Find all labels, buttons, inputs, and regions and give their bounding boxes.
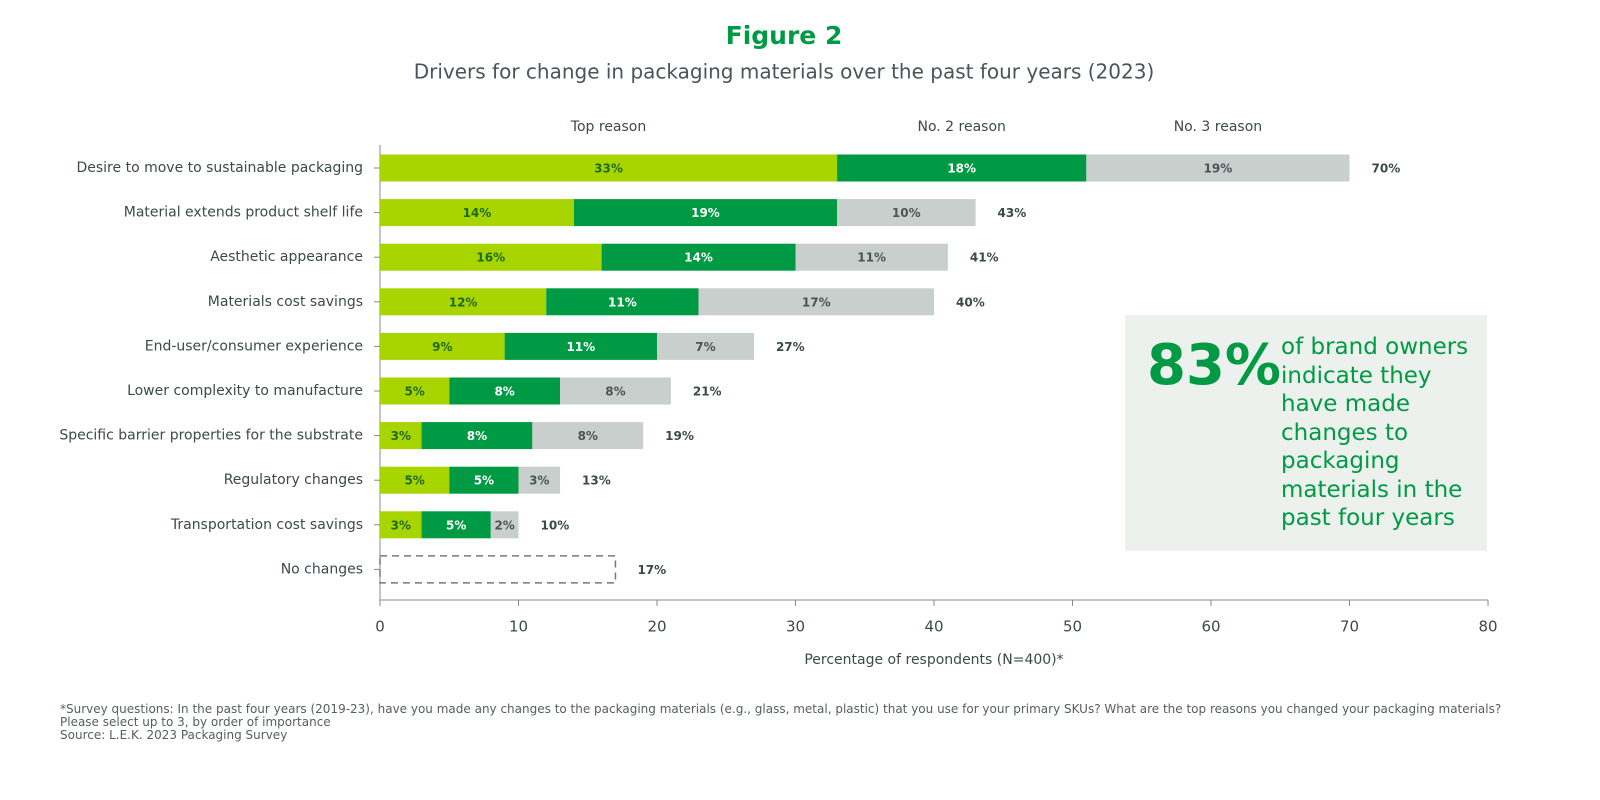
bar-value-label: 3% (529, 474, 549, 488)
total-label: 43% (998, 206, 1027, 220)
chart-title: Figure 2 (726, 21, 843, 50)
y-tick-label: Desire to move to sustainable packaging (76, 160, 363, 176)
bar-segment (657, 332, 754, 360)
x-tick-label: 50 (1063, 618, 1082, 636)
bar-value-label: 3% (391, 518, 411, 532)
bar-value-label: 9% (432, 340, 452, 354)
bar-segment (560, 377, 671, 405)
total-label: 40% (956, 295, 985, 309)
x-axis-title: Percentage of respondents (N=400)* (804, 652, 1063, 668)
x-tick-label: 10 (509, 618, 528, 636)
footnote: *Survey questions: In the past four year… (60, 702, 1502, 729)
y-tick-label: Materials cost savings (208, 294, 363, 310)
bar-segment (380, 288, 547, 316)
bar-value-label: 14% (463, 206, 492, 220)
bar-value-label: 33% (594, 162, 623, 176)
bar-segment (518, 466, 561, 494)
footnotes: *Survey questions: In the past four year… (60, 703, 1520, 742)
bar-value-label: 2% (494, 518, 514, 532)
y-tick-label: Transportation cost savings (170, 517, 363, 533)
y-tick-label: Specific barrier properties for the subs… (59, 428, 363, 444)
bar-value-label: 19% (691, 206, 720, 220)
bar-value-label: 5% (404, 474, 424, 488)
bar-segment (380, 154, 838, 182)
bar-segment (380, 422, 422, 450)
callout: 83% of brand owners indicate they have m… (1125, 315, 1487, 551)
bar-value-label: 14% (684, 251, 713, 265)
legend-label: Top reason (570, 119, 646, 135)
bar-segment (795, 243, 948, 271)
bar-segment (573, 199, 838, 227)
legend-label: No. 3 reason (1174, 119, 1262, 135)
source: Source: L.E.K. 2023 Packaging Survey (60, 728, 288, 742)
bar-segment (532, 422, 644, 450)
bar-value-label: 7% (695, 340, 715, 354)
bar-value-label: 11% (608, 295, 637, 309)
bar-value-label: 5% (474, 474, 494, 488)
bar-segment (449, 466, 519, 494)
bar-segment (601, 243, 796, 271)
bar-value-label: 3% (391, 429, 411, 443)
bar-value-label: 18% (947, 162, 976, 176)
y-tick-label: Material extends product shelf life (124, 205, 363, 221)
total-label: 10% (541, 518, 570, 532)
bar-segment (1086, 154, 1350, 182)
bar-value-label: 19% (1204, 162, 1233, 176)
total-label: 13% (582, 474, 611, 488)
bar-segment (490, 511, 519, 539)
bar-segment (380, 243, 602, 271)
callout-headline: 83% (1147, 333, 1282, 398)
bar-segment (837, 199, 976, 227)
callout-text: of brand owners indicate they have made … (1281, 334, 1469, 531)
y-tick-label: End-user/consumer experience (145, 338, 363, 354)
bar-value-label: 8% (467, 429, 487, 443)
total-label: 19% (665, 429, 694, 443)
bar-segment (421, 511, 491, 539)
bar-segment (421, 422, 533, 450)
bar-value-label: 5% (446, 518, 466, 532)
bar-value-label: 11% (566, 340, 595, 354)
bar-segment (380, 377, 450, 405)
total-label: 27% (776, 340, 805, 354)
bar-value-label: 8% (578, 429, 598, 443)
bar-segment (837, 154, 1087, 182)
bar-segment (380, 466, 450, 494)
bar-value-label: 8% (605, 385, 625, 399)
x-tick-label: 20 (647, 618, 666, 636)
total-label: 17% (637, 563, 666, 577)
bar-value-label: 17% (802, 295, 831, 309)
y-tick-label: No changes (281, 561, 363, 577)
total-label: 70% (1372, 162, 1401, 176)
bar-segment (380, 511, 422, 539)
bar-segment (504, 332, 657, 360)
bar-value-label: 8% (494, 385, 514, 399)
bar-segment (380, 199, 574, 227)
legend-label: No. 2 reason (917, 119, 1005, 135)
total-label: 41% (970, 251, 999, 265)
bar-value-label: 16% (476, 251, 505, 265)
y-tick-label: Lower complexity to manufacture (127, 383, 363, 399)
y-tick-label: Regulatory changes (224, 472, 363, 488)
bar-value-label: 12% (449, 295, 478, 309)
total-label: 21% (693, 385, 722, 399)
x-tick-label: 60 (1201, 618, 1220, 636)
bar-value-label: 5% (404, 385, 424, 399)
bar-segment (546, 288, 699, 316)
x-tick-label: 30 (786, 618, 805, 636)
y-tick-label: Aesthetic appearance (210, 249, 363, 265)
bar-value-label: 10% (892, 206, 921, 220)
bar-segment (698, 288, 934, 316)
bar-segment (380, 332, 505, 360)
x-tick-label: 0 (375, 618, 385, 636)
x-tick-label: 40 (924, 618, 943, 636)
x-tick-label: 80 (1478, 618, 1497, 636)
x-tick-label: 70 (1340, 618, 1359, 636)
bar-value-label: 11% (857, 251, 886, 265)
bar-segment (449, 377, 561, 405)
bar-outline (379, 555, 617, 584)
chart-subtitle: Drivers for change in packaging material… (414, 60, 1155, 84)
